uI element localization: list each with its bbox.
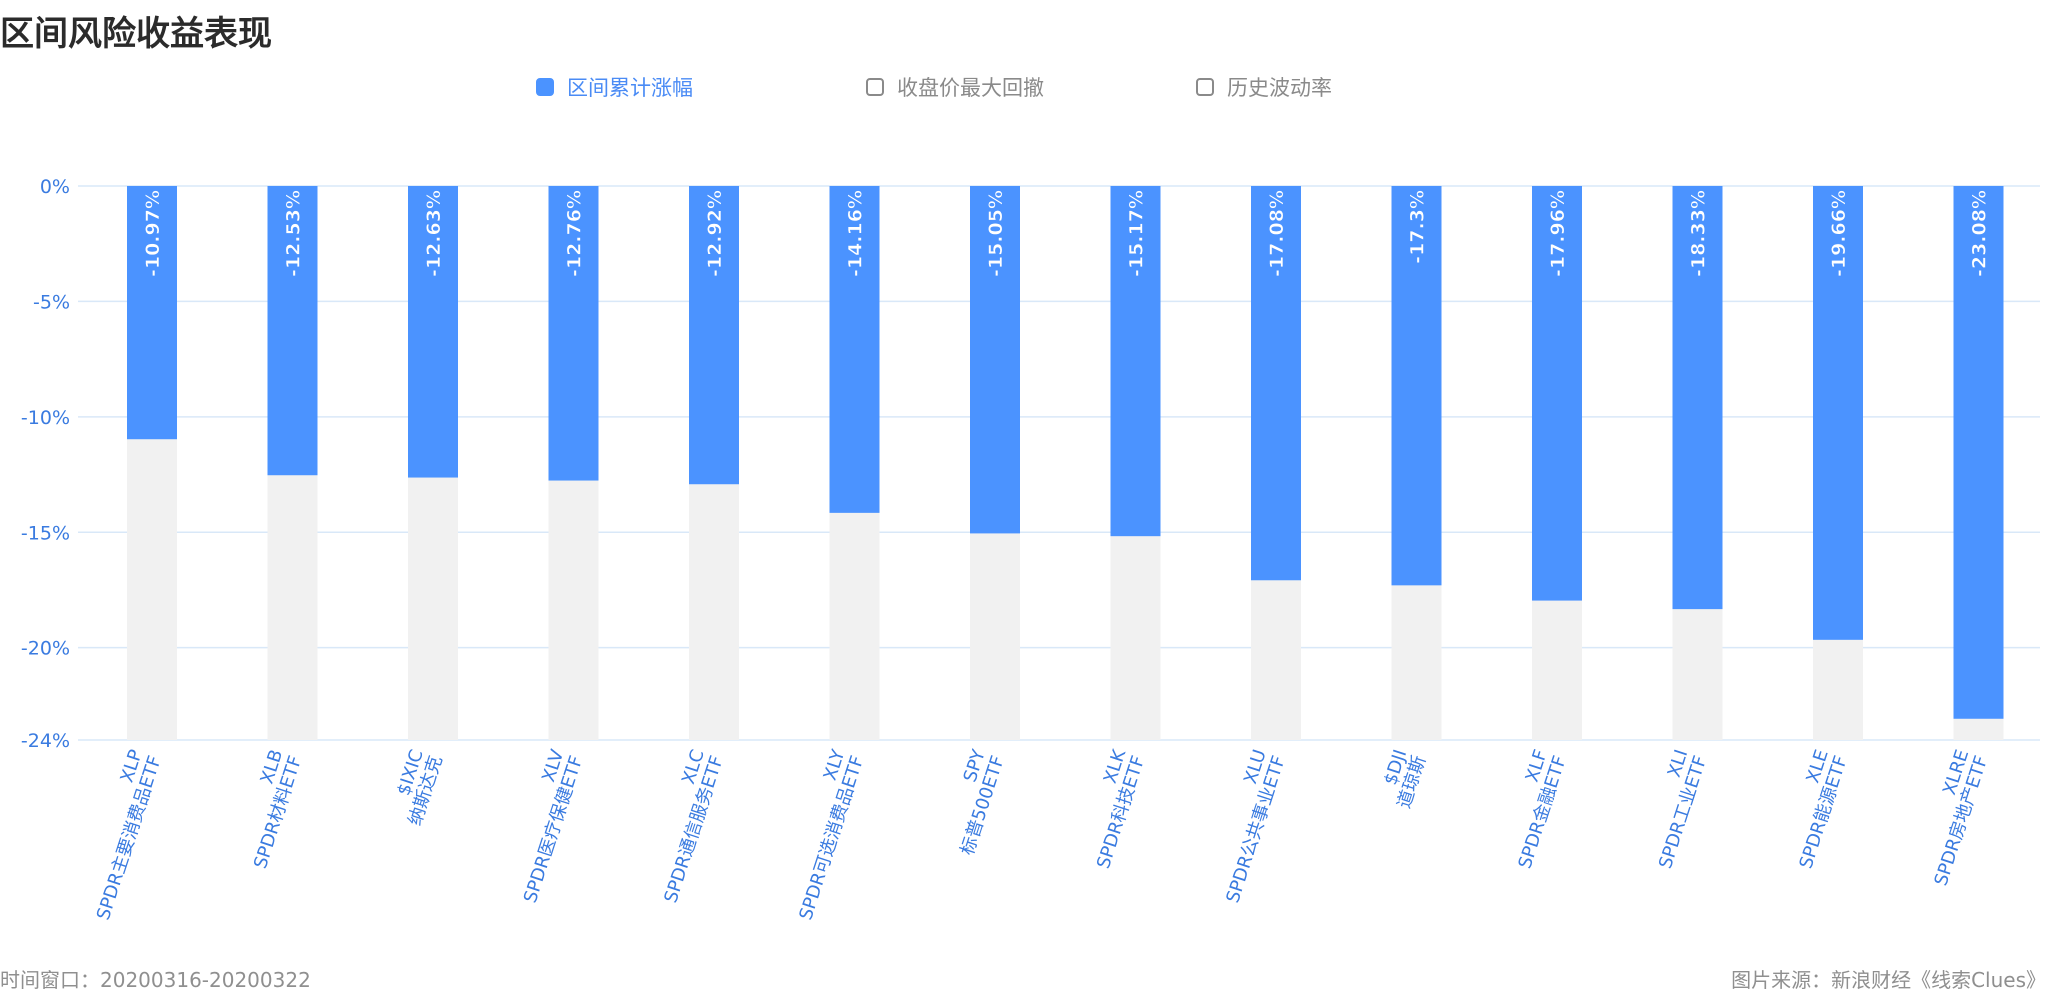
source-note: 图片来源：新浪财经《线索Clues》 — [1731, 968, 2046, 992]
legend-label: 历史波动率 — [1227, 76, 1332, 100]
legend-item-volatility[interactable]: 历史波动率 — [1196, 72, 1332, 102]
bar — [127, 186, 177, 440]
y-tick-label: -5% — [33, 291, 70, 313]
bar — [829, 186, 880, 513]
legend-label: 区间累计涨幅 — [567, 76, 693, 100]
data-label: -12.53% — [283, 190, 305, 277]
data-label: -23.08% — [1969, 190, 1991, 277]
data-label: -19.66% — [1828, 190, 1850, 277]
time-window-note: 时间窗口：20200316-20200322 — [0, 968, 311, 992]
y-tick-label: -10% — [21, 407, 70, 429]
bar — [1391, 186, 1442, 586]
bar — [548, 186, 599, 481]
data-label: -17.08% — [1266, 190, 1288, 277]
data-label: -10.97% — [142, 190, 164, 277]
data-label: -17.3% — [1407, 190, 1429, 264]
bar — [689, 186, 739, 485]
bar — [1251, 186, 1301, 581]
bar — [970, 186, 1020, 534]
data-label: -17.96% — [1547, 190, 1569, 277]
y-tick-label: -20% — [21, 638, 70, 660]
checkbox-unchecked-icon — [1196, 78, 1214, 96]
bar — [1953, 186, 2004, 719]
data-label: -14.16% — [845, 190, 867, 277]
chart-title: 区间风险收益表现 — [0, 14, 272, 54]
bar — [1672, 186, 1723, 610]
data-label: -12.63% — [423, 190, 445, 277]
bar — [267, 186, 318, 476]
bar — [1532, 186, 1582, 601]
legend-item-cumulative-return[interactable]: 区间累计涨幅 — [536, 72, 693, 102]
data-label: -15.05% — [985, 190, 1007, 277]
y-tick-label: -15% — [21, 522, 70, 544]
data-label: -12.92% — [704, 190, 726, 277]
bar — [1813, 186, 1863, 640]
legend-item-max-drawdown[interactable]: 收盘价最大回撤 — [866, 72, 1044, 102]
data-label: -18.33% — [1688, 190, 1710, 277]
data-label: -12.76% — [564, 190, 586, 277]
data-label: -15.17% — [1126, 190, 1148, 277]
bar — [408, 186, 458, 478]
checkbox-checked-icon — [536, 78, 554, 96]
y-tick-label: -24% — [21, 730, 70, 752]
y-tick-label: 0% — [40, 176, 70, 198]
legend: 区间累计涨幅 收盘价最大回撤 历史波动率 — [0, 72, 2046, 106]
checkbox-unchecked-icon — [866, 78, 884, 96]
legend-label: 收盘价最大回撤 — [897, 76, 1044, 100]
bar — [1110, 186, 1161, 537]
